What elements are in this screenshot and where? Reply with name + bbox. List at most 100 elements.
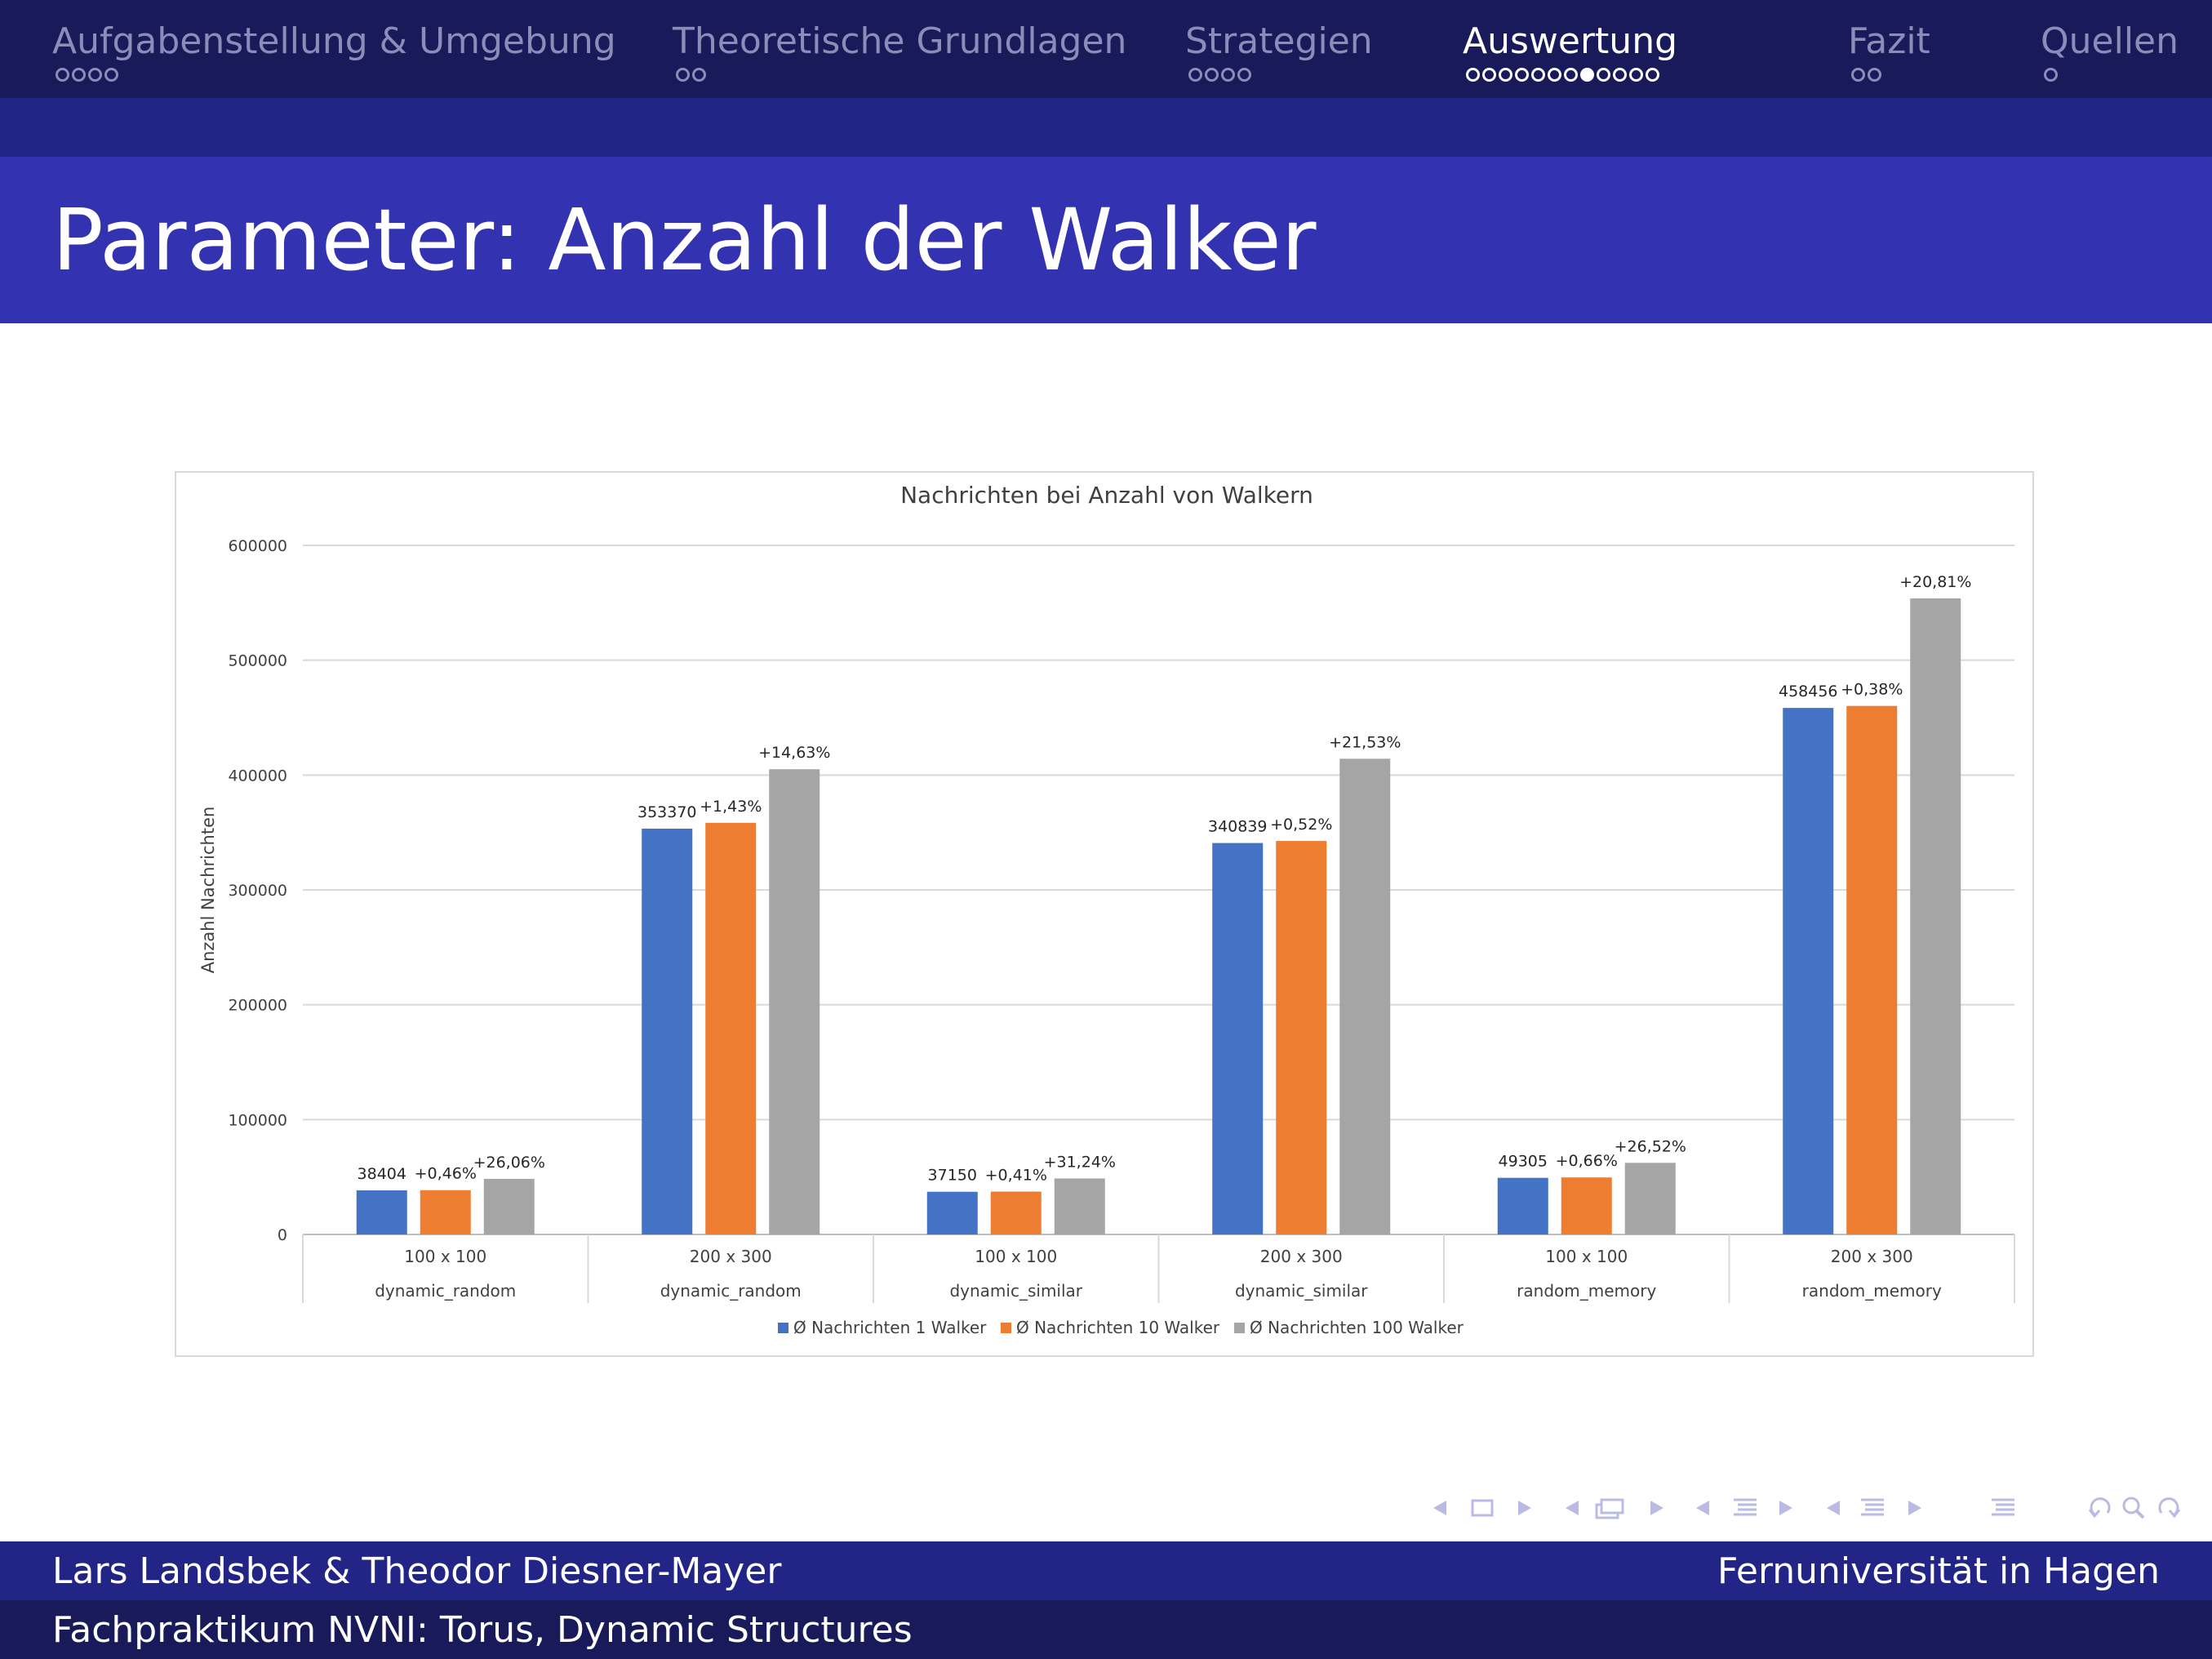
data-label: +0,66% [1556,1152,1618,1170]
x-tick-label: 200 x 300 [1831,1247,1913,1266]
arrow-right-icon[interactable] [1779,1501,1792,1515]
nav-frame-dots [1188,64,1373,85]
frame-dot[interactable] [56,67,69,82]
nav-section-2[interactable]: Theoretische Grundlagen [673,20,1126,85]
nav-section-6[interactable]: Quellen [2041,20,2179,85]
chart-title: Nachrichten bei Anzahl von Walkern [900,482,1313,509]
bar [356,1190,407,1234]
current-frame-dot[interactable] [1580,67,1594,82]
y-axis-label: Anzahl Nachrichten [198,807,218,974]
section-navigation: Aufgabenstellung & Umgebung Theoretische … [0,0,2212,98]
y-tick-label: 400000 [228,767,287,785]
nav-section-4[interactable]: Auswertung [1463,20,1677,85]
data-label: 340839 [1208,818,1268,836]
nav-section-title[interactable]: Aufgabenstellung & Umgebung [52,20,616,62]
frame-dot[interactable] [2044,67,2058,82]
frame-dot[interactable] [1205,67,1219,82]
document-icon[interactable] [1861,1498,1884,1516]
data-label: +0,41% [985,1167,1047,1185]
frame-dot[interactable] [1613,67,1627,82]
y-tick-label: 100000 [228,1111,287,1129]
frame-dot[interactable] [1629,67,1643,82]
appendix-icon[interactable] [1992,1498,2014,1516]
x-group-label: dynamic_similar [949,1281,1082,1301]
frame-dot[interactable] [1466,67,1480,82]
legend-label: Ø Nachrichten 100 Walker [1250,1318,1464,1337]
data-label: +31,24% [1044,1153,1116,1171]
redo-icon[interactable] [2158,1497,2181,1519]
data-label: 37150 [928,1167,977,1185]
nav-frame-dots [676,64,1126,85]
bar [1561,1177,1612,1234]
frame-dot[interactable] [1515,67,1529,82]
frame-dot[interactable] [1646,67,1659,82]
frame-dot[interactable] [104,67,118,82]
nav-section-title[interactable]: Theoretische Grundlagen [673,20,1127,62]
frame-dot[interactable] [692,67,706,82]
frame-dot[interactable] [88,67,102,82]
nav-section-title[interactable]: Auswertung [1463,20,1678,62]
frame-dot[interactable] [1597,67,1610,82]
nav-section-title[interactable]: Fazit [1848,20,1930,62]
nav-section-3[interactable]: Strategien [1185,20,1373,85]
frame-dot[interactable] [1221,67,1235,82]
bar [420,1190,471,1234]
arrow-right-icon[interactable] [1650,1501,1663,1515]
frame-dot[interactable] [1482,67,1496,82]
bar [1497,1177,1548,1234]
data-label: 353370 [637,803,697,821]
footer-bar: Lars Landsbek & Theodor Diesner-Mayer Fe… [0,1541,2212,1600]
frame-dot[interactable] [1237,67,1251,82]
arrow-left-icon[interactable] [1566,1501,1579,1515]
data-label: 49305 [1499,1153,1548,1171]
arrow-left-icon[interactable] [1433,1501,1446,1515]
arrow-right-icon[interactable] [1908,1501,1921,1515]
bar [769,769,820,1234]
nav-section-title[interactable]: Strategien [1185,20,1373,62]
data-label: +1,43% [700,798,762,816]
y-tick-label: 300000 [228,882,287,900]
frame-icon[interactable] [1471,1499,1494,1517]
arrow-left-icon[interactable] [1696,1501,1709,1515]
data-label: 38404 [358,1165,406,1183]
y-tick-label: 0 [278,1226,287,1244]
frame-dot[interactable] [1868,67,1881,82]
x-tick-label: 200 x 300 [690,1247,772,1266]
arrow-right-icon[interactable] [1518,1501,1531,1515]
frame-dot[interactable] [1499,67,1512,82]
x-tick-label: 100 x 100 [1545,1247,1628,1266]
data-label: +26,52% [1615,1137,1686,1155]
search-icon[interactable] [2122,1497,2145,1519]
frame-dot[interactable] [1851,67,1865,82]
nav-frame-dots [1851,64,1930,85]
legend-swatch [1234,1323,1245,1333]
x-tick-label: 100 x 100 [975,1247,1057,1266]
legend-swatch [778,1323,788,1333]
nav-section-5[interactable]: Fazit [1848,20,1930,85]
undo-icon[interactable] [2088,1497,2111,1519]
data-label: +21,53% [1329,733,1401,751]
section-icon[interactable] [1734,1498,1757,1516]
data-label: 458456 [1779,683,1838,701]
footer-course-bar: Fachpraktikum NVNI: Torus, Dynamic Struc… [0,1600,2212,1659]
title-bar: Parameter: Anzahl der Walker [0,157,2212,323]
frame-dot[interactable] [1564,67,1578,82]
frame-dot[interactable] [1531,67,1545,82]
nav-section-title[interactable]: Quellen [2041,20,2179,62]
subsection-icon[interactable] [1595,1498,1624,1519]
frame-dot[interactable] [1548,67,1561,82]
x-tick-label: 200 x 300 [1260,1247,1343,1266]
frame-dot[interactable] [1188,67,1202,82]
bar [990,1191,1042,1234]
arrow-left-icon[interactable] [1827,1501,1840,1515]
frame-dot[interactable] [72,67,86,82]
x-tick-label: 100 x 100 [404,1247,486,1266]
bar-chart: Nachrichten bei Anzahl von Walkern 0 10000… [198,482,2015,1337]
nav-frame-dots [1466,64,1677,85]
bar [642,828,693,1234]
legend-label: Ø Nachrichten 10 Walker [1016,1318,1220,1337]
frame-dot[interactable] [676,67,690,82]
nav-frame-dots [56,64,616,85]
data-label: +26,06% [473,1154,545,1172]
nav-section-1[interactable]: Aufgabenstellung & Umgebung [52,20,616,85]
